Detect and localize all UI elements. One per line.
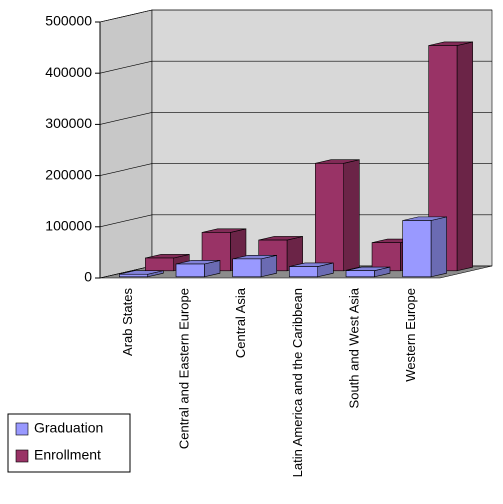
grid-line bbox=[99, 163, 492, 176]
y-tick-label: 300000 bbox=[45, 115, 92, 131]
bar bbox=[145, 257, 175, 272]
legend-swatch bbox=[15, 422, 29, 436]
bar-side bbox=[430, 216, 447, 278]
bar bbox=[402, 220, 432, 278]
bar bbox=[175, 263, 205, 278]
bar-side bbox=[343, 159, 360, 272]
legend-swatch bbox=[15, 449, 29, 463]
left-wall bbox=[99, 9, 153, 279]
legend: Graduation Enrollment bbox=[7, 413, 131, 473]
y-tick-label: 100000 bbox=[45, 218, 92, 234]
grid-line bbox=[99, 112, 492, 125]
y-tick-label: 400000 bbox=[45, 64, 92, 80]
bar bbox=[371, 242, 401, 272]
legend-label: Graduation bbox=[34, 420, 103, 436]
bar bbox=[315, 162, 345, 272]
y-tick-label: 0 bbox=[84, 269, 92, 285]
bar bbox=[289, 266, 319, 278]
x-tick-label: Western Europe bbox=[403, 288, 418, 382]
legend-box bbox=[7, 413, 131, 473]
bar-side bbox=[456, 41, 473, 272]
grid-line bbox=[99, 9, 492, 23]
y-tick-label: 500000 bbox=[45, 13, 92, 29]
bar bbox=[232, 258, 262, 278]
legend-label: Enrollment bbox=[34, 447, 101, 463]
x-tick-label: Arab States bbox=[120, 288, 135, 356]
bar bbox=[345, 270, 375, 278]
grid-line bbox=[99, 60, 492, 74]
x-tick-label: Central Asia bbox=[233, 287, 248, 358]
x-tick-label: Latin America and the Caribbean bbox=[290, 288, 305, 477]
x-tick-label: Central and Eastern Europe bbox=[176, 288, 191, 449]
bar bbox=[119, 273, 149, 278]
y-tick-label: 200000 bbox=[45, 166, 92, 182]
x-tick-label: South and West Asia bbox=[346, 287, 361, 408]
grid-line bbox=[99, 214, 492, 228]
